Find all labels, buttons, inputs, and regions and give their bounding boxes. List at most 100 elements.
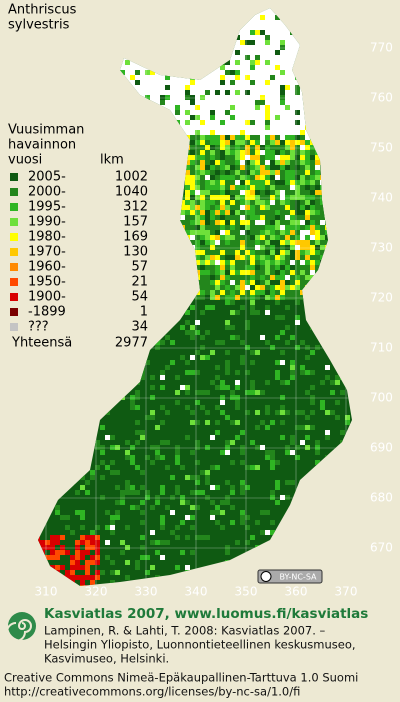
map-cell: [205, 80, 210, 85]
map-cell: [290, 50, 295, 55]
map-cell: [205, 185, 210, 190]
map-cell: [250, 380, 255, 385]
map-cell: [170, 95, 175, 100]
map-cell: [220, 175, 225, 180]
map-cell: [275, 105, 280, 110]
map-cell: [230, 95, 235, 100]
map-cell: [215, 210, 220, 215]
map-cell: [130, 400, 135, 405]
map-cell: [265, 85, 270, 90]
map-cell: [250, 245, 255, 250]
map-cell: [215, 505, 220, 510]
map-cell: [130, 70, 135, 75]
map-cell: [305, 160, 310, 165]
map-cell: [220, 275, 225, 280]
map-cell: [130, 455, 135, 460]
map-cell: [175, 535, 180, 540]
map-cell: [225, 240, 230, 245]
map-cell: [260, 175, 265, 180]
map-cell: [145, 555, 150, 560]
map-cell: [215, 420, 220, 425]
map-cell: [235, 110, 240, 115]
map-cell: [255, 275, 260, 280]
map-cell: [280, 350, 285, 355]
map-cell: [80, 515, 85, 520]
map-cell: [270, 75, 275, 80]
map-cell: [235, 370, 240, 375]
map-cell: [265, 295, 270, 300]
species-title: Anthriscus: [8, 3, 77, 18]
map-cell: [240, 355, 245, 360]
map-cell: [295, 125, 300, 130]
map-cell: [300, 255, 305, 260]
map-cell: [230, 260, 235, 265]
map-cell: [265, 60, 270, 65]
map-cell: [280, 210, 285, 215]
map-cell: [290, 275, 295, 280]
map-cell: [195, 190, 200, 195]
map-cell: [315, 250, 320, 255]
map-cell: [240, 460, 245, 465]
map-cell: [120, 65, 125, 70]
map-cell: [140, 85, 145, 90]
map-cell: [205, 285, 210, 290]
map-cell: [265, 240, 270, 245]
map-cell: [200, 270, 205, 275]
map-cell: [275, 185, 280, 190]
map-cell: [200, 145, 205, 150]
map-cell: [300, 95, 305, 100]
map-cell: [265, 255, 270, 260]
map-cell: [155, 425, 160, 430]
map-cell: [160, 440, 165, 445]
map-cell: [180, 325, 185, 330]
map-cell: [270, 180, 275, 185]
map-cell: [275, 45, 280, 50]
map-cell: [235, 295, 240, 300]
legend-count: 57: [131, 260, 148, 275]
map-cell: [255, 30, 260, 35]
map-cell: [320, 380, 325, 385]
map-cell: [205, 175, 210, 180]
map-cell: [200, 220, 205, 225]
map-cell: [195, 180, 200, 185]
map-cell: [185, 230, 190, 235]
map-cell: [200, 490, 205, 495]
map-cell: [265, 455, 270, 460]
map-cell: [260, 125, 265, 130]
map-cell: [200, 245, 205, 250]
map-cell: [310, 145, 315, 150]
map-cell: [280, 330, 285, 335]
map-cell: [205, 150, 210, 155]
map-cell: [220, 120, 225, 125]
map-cell: [190, 450, 195, 455]
map-cell: [270, 115, 275, 120]
license: Creative Commons Nimeä-Epäkaupallinen-Ta…: [4, 671, 358, 685]
map-cell: [245, 250, 250, 255]
map-cell: [270, 250, 275, 255]
map-cell: [315, 345, 320, 350]
map-cell: [85, 535, 90, 540]
map-cell: [235, 75, 240, 80]
map-cell: [250, 25, 255, 30]
map-cell: [270, 215, 275, 220]
map-cell: [240, 450, 245, 455]
map-cell: [175, 115, 180, 120]
map-cell: [285, 100, 290, 105]
map-cell: [190, 525, 195, 530]
map-cell: [185, 185, 190, 190]
map-cell: [55, 535, 60, 540]
map-cell: [135, 420, 140, 425]
map-cell: [235, 310, 240, 315]
map-cell: [255, 290, 260, 295]
map-cell: [210, 80, 215, 85]
map-cell: [120, 70, 125, 75]
map-cell: [250, 190, 255, 195]
map-cell: [100, 425, 105, 430]
map-cell: [170, 475, 175, 480]
map-cell: [145, 495, 150, 500]
map-cell: [190, 130, 195, 135]
map-cell: [305, 270, 310, 275]
map-cell: [250, 200, 255, 205]
map-cell: [245, 110, 250, 115]
map-cell: [195, 195, 200, 200]
